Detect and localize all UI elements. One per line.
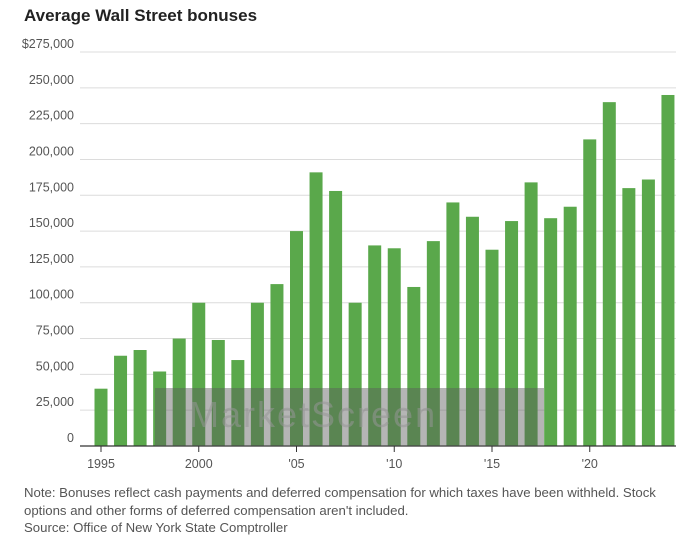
chart-note: Note: Bonuses reflect cash payments and … [24, 485, 656, 518]
y-tick-label: 125,000 [29, 252, 74, 266]
bar-2001 [211, 339, 225, 446]
y-tick-label: 100,000 [29, 288, 74, 302]
bar-2008 [348, 302, 362, 446]
bar-chart: $275,000 250,000 225,000 200,000 175,000 150,… [22, 37, 676, 471]
bar-2024 [661, 94, 675, 446]
bar-1995 [94, 388, 108, 446]
x-tick-label: '20 [582, 457, 598, 471]
y-tick-label: 225,000 [29, 109, 74, 123]
bar-2013 [446, 202, 460, 446]
bar-2010 [387, 248, 401, 446]
bar-2002 [231, 360, 245, 446]
y-tick-label: 0 [67, 431, 74, 445]
bar-2019 [563, 206, 577, 446]
bar-2023 [641, 179, 655, 446]
watermark-overlay: MarketScreen [155, 388, 544, 446]
bar-2016 [505, 221, 519, 446]
x-tick-label: '15 [484, 457, 500, 471]
bar-2007 [329, 190, 343, 446]
y-tick-label: 75,000 [36, 324, 74, 338]
y-tick-label: 150,000 [29, 216, 74, 230]
x-tick-label: 1995 [87, 457, 115, 471]
bar-2022 [622, 188, 636, 447]
bar-2009 [368, 245, 382, 446]
bar-2015 [485, 249, 499, 446]
bar-1997 [133, 350, 147, 446]
chart-source: Source: Office of New York State Comptro… [24, 520, 288, 535]
bar-2000 [192, 302, 206, 446]
y-tick-label: $275,000 [22, 37, 74, 51]
bar-1998 [153, 371, 167, 446]
bar-1999 [172, 338, 186, 446]
x-tick-label: '05 [288, 457, 304, 471]
watermark-text: MarketScreen [189, 394, 438, 435]
x-tick-label: '10 [386, 457, 402, 471]
y-tick-label: 50,000 [36, 359, 74, 373]
bar-2020 [583, 139, 597, 446]
bar-2006 [309, 172, 323, 446]
bar-2014 [465, 216, 479, 446]
bar-2012 [426, 241, 440, 446]
chart-title: Average Wall Street bonuses [24, 6, 258, 25]
bar-2011 [407, 286, 421, 446]
y-tick-label: 200,000 [29, 144, 74, 158]
bar-2021 [602, 102, 616, 447]
x-tick-label: 2000 [185, 457, 213, 471]
bar-2018 [544, 218, 558, 446]
bar-1996 [114, 355, 128, 446]
bar-2017 [524, 182, 538, 446]
bar-2005 [290, 231, 303, 446]
bar-2004 [270, 284, 284, 446]
bar-2003 [250, 302, 264, 446]
y-tick-label: 25,000 [36, 395, 74, 409]
y-tick-label: 250,000 [29, 73, 74, 87]
y-tick-label: 175,000 [29, 180, 74, 194]
